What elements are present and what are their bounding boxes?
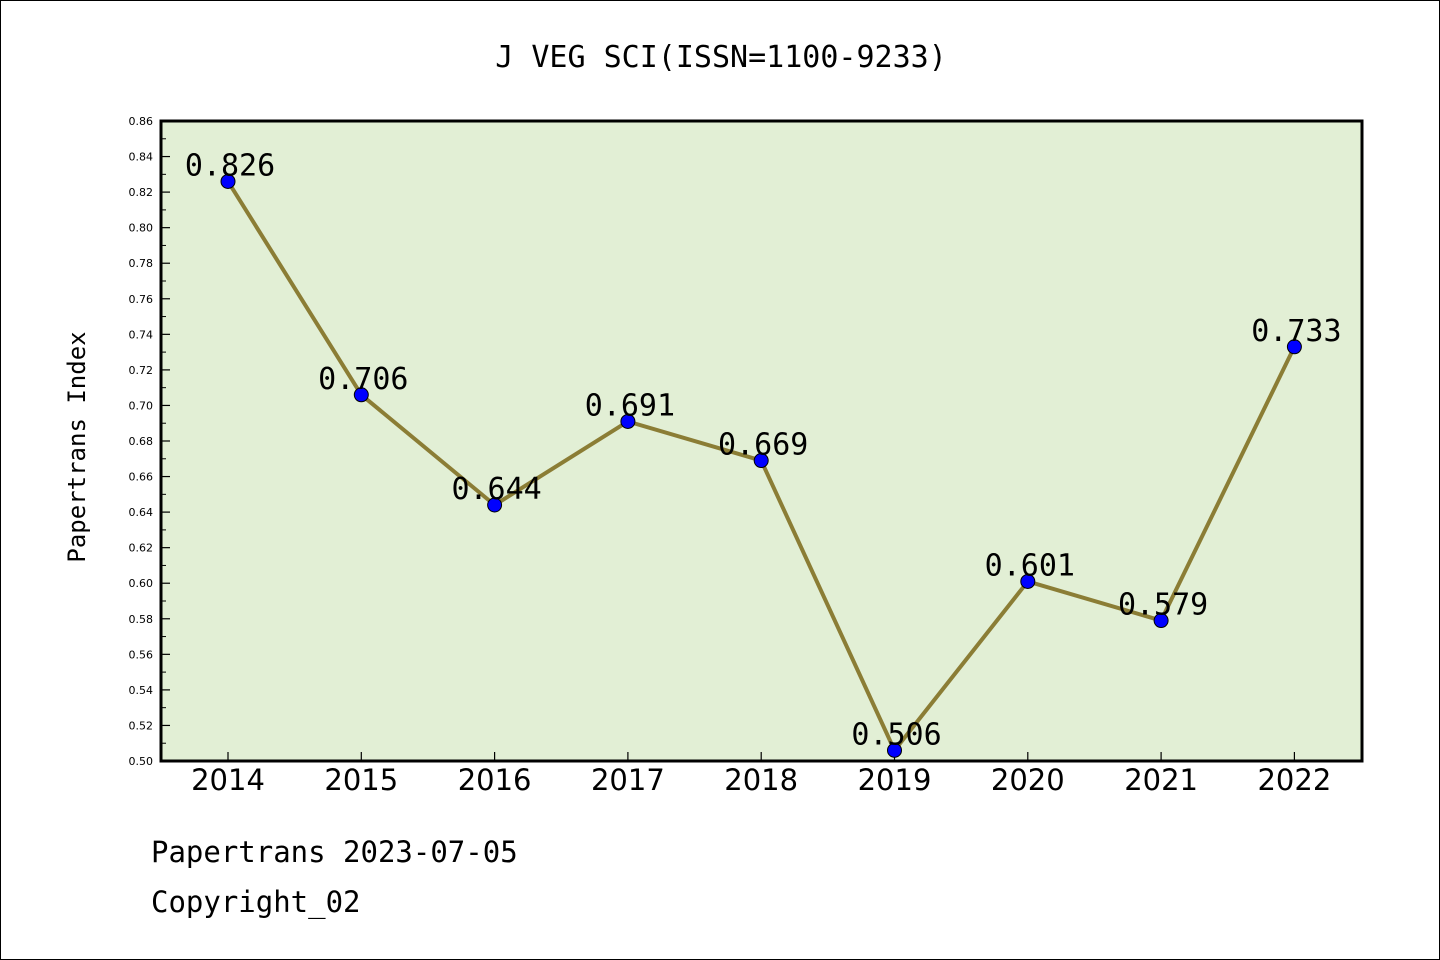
y-tick-label: 0.50 <box>129 755 154 768</box>
footer-date-line: Papertrans 2023-07-05 <box>151 835 518 869</box>
y-tick-label: 0.86 <box>129 115 154 128</box>
data-label: 0.706 <box>318 362 408 397</box>
x-tick-label: 2020 <box>991 763 1065 797</box>
y-tick-label: 0.60 <box>129 577 154 590</box>
x-tick-label: 2015 <box>324 763 398 797</box>
chart-title: J VEG SCI(ISSN=1100-9233) <box>495 40 947 75</box>
y-tick-label: 0.70 <box>129 399 154 412</box>
plot-area <box>161 121 1362 761</box>
data-point <box>887 742 902 758</box>
y-tick-label: 0.78 <box>129 257 154 270</box>
data-label: 0.826 <box>185 148 275 183</box>
footer-copyright-line: Copyright_02 <box>151 885 361 919</box>
data-point <box>220 173 236 189</box>
y-tick-label: 0.52 <box>129 719 154 732</box>
x-tick-label: 2016 <box>458 763 532 797</box>
x-tick-label: 2019 <box>858 763 932 797</box>
y-tick-label: 0.56 <box>129 648 154 661</box>
y-tick-label: 0.84 <box>129 151 154 164</box>
y-tick-label: 0.66 <box>129 471 154 484</box>
y-tick-label: 0.82 <box>129 186 154 199</box>
data-label: 0.644 <box>451 472 541 507</box>
y-tick-label: 0.72 <box>129 364 154 377</box>
data-point <box>1153 613 1169 629</box>
data-label: 0.506 <box>851 717 941 752</box>
y-axis-label: Papertrans Index <box>63 331 91 562</box>
x-tick-label: 2017 <box>591 763 665 797</box>
data-point <box>753 453 769 469</box>
y-tick-label: 0.76 <box>129 293 154 306</box>
data-point <box>487 497 503 513</box>
y-tick-label: 0.68 <box>129 435 154 448</box>
data-label: 0.601 <box>985 548 1075 583</box>
x-tick-label: 2018 <box>724 763 798 797</box>
data-label: 0.691 <box>585 388 675 423</box>
data-point <box>1020 573 1036 589</box>
data-labels: 0.826 0.706 0.644 0.691 0.669 0.506 0.601 0.579… <box>185 148 1342 752</box>
series-layer <box>220 173 1302 758</box>
y-tick-label: 0.64 <box>129 506 154 519</box>
y-tick-label: 0.54 <box>129 684 154 697</box>
data-point <box>620 413 636 429</box>
x-tick-label: 2014 <box>191 763 265 797</box>
y-tick-label: 0.58 <box>129 613 154 626</box>
axis-ticks: 0.50 0.52 0.54 0.56 0.58 0.60 0.62 0.64 0.66 0.68… <box>129 115 1332 797</box>
data-label: 0.733 <box>1251 314 1341 349</box>
y-tick-label: 0.74 <box>129 328 154 341</box>
data-label: 0.669 <box>718 428 808 463</box>
y-tick-label: 0.62 <box>129 542 154 555</box>
x-tick-label: 2021 <box>1124 763 1198 797</box>
data-point <box>1286 339 1302 355</box>
y-tick-label: 0.80 <box>129 222 154 235</box>
plot-frame <box>159 119 1364 763</box>
data-point <box>353 387 369 403</box>
x-tick-label: 2022 <box>1257 763 1331 797</box>
data-label: 0.579 <box>1118 588 1208 623</box>
